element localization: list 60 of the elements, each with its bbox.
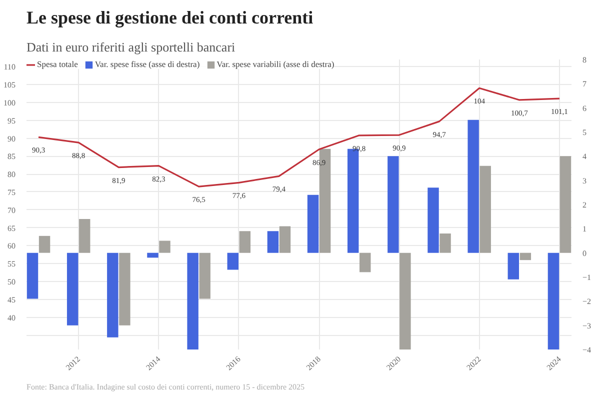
y-tick-label: 85 <box>8 152 16 162</box>
chart-title: Le spese di gestione dei conti correnti <box>26 8 314 28</box>
legend-label: Var. spese fisse (asse di destra) <box>94 59 200 69</box>
bar <box>38 236 50 253</box>
y2-tick-label: −4 <box>582 346 592 354</box>
bar <box>199 252 210 299</box>
y-tick-label: 45 <box>8 295 16 304</box>
bar <box>400 252 411 350</box>
bar <box>548 252 560 350</box>
bar <box>468 120 479 253</box>
y2-tick-label: −3 <box>582 321 592 330</box>
y2-tick-label: 8 <box>582 56 586 64</box>
y2-tick-label: 3 <box>582 176 586 186</box>
bar <box>428 188 439 253</box>
bar <box>480 166 491 253</box>
bar <box>26 252 38 299</box>
y2-tick-label: −1 <box>582 273 592 282</box>
legend-label: Var. spese variabili (asse di destra) <box>216 59 334 69</box>
bar <box>560 156 572 253</box>
bar <box>508 252 520 280</box>
bar <box>307 194 319 253</box>
bar <box>388 156 399 253</box>
y-tick-label: 95 <box>8 116 16 126</box>
bar <box>279 226 291 253</box>
y2-tick-label: 5 <box>582 128 586 137</box>
y-tick-label: 100 <box>4 98 16 108</box>
y-tick-label: 60 <box>8 242 16 251</box>
y-tick-label: 110 <box>4 62 16 72</box>
bar <box>267 231 279 253</box>
y-tick-label: 90 <box>8 134 16 144</box>
bar <box>159 240 170 253</box>
y-tick-label: 80 <box>8 170 16 180</box>
y-tick-label: 75 <box>8 188 16 197</box>
y-tick-label: 70 <box>8 206 16 215</box>
y-tick-label: 50 <box>8 277 16 286</box>
bar <box>520 252 532 260</box>
bar <box>66 252 78 326</box>
bar <box>360 252 371 272</box>
bar <box>78 219 90 253</box>
bar <box>227 252 238 270</box>
y-tick-label: 55 <box>8 260 16 269</box>
y2-tick-label: 2 <box>582 200 586 210</box>
y2-tick-label: 7 <box>582 80 586 89</box>
bar <box>147 252 158 258</box>
chart-subtitle: Dati in euro riferiti agli sportelli bancari <box>26 40 236 54</box>
bar <box>119 252 130 326</box>
y2-tick-label: 1 <box>582 224 586 234</box>
bar <box>239 231 251 253</box>
y2-tick-label: 6 <box>582 104 586 113</box>
y-tick-label: 65 <box>8 224 16 233</box>
legend-label: Spesa totale <box>37 59 78 69</box>
bar <box>440 234 451 253</box>
y2-tick-label: 4 <box>582 152 586 162</box>
bar <box>187 252 198 350</box>
y-tick-label: 105 <box>4 80 16 90</box>
y-tick-label: 40 <box>8 313 16 322</box>
bar <box>107 252 118 338</box>
source-note: Fonte: Banca d'Italia. Indagine sul costo dei conti correnti, numero 15 - dicembre 2025 <box>26 382 305 392</box>
y2-tick-label: 0 <box>582 248 586 258</box>
y2-tick-label: −2 <box>582 297 592 306</box>
